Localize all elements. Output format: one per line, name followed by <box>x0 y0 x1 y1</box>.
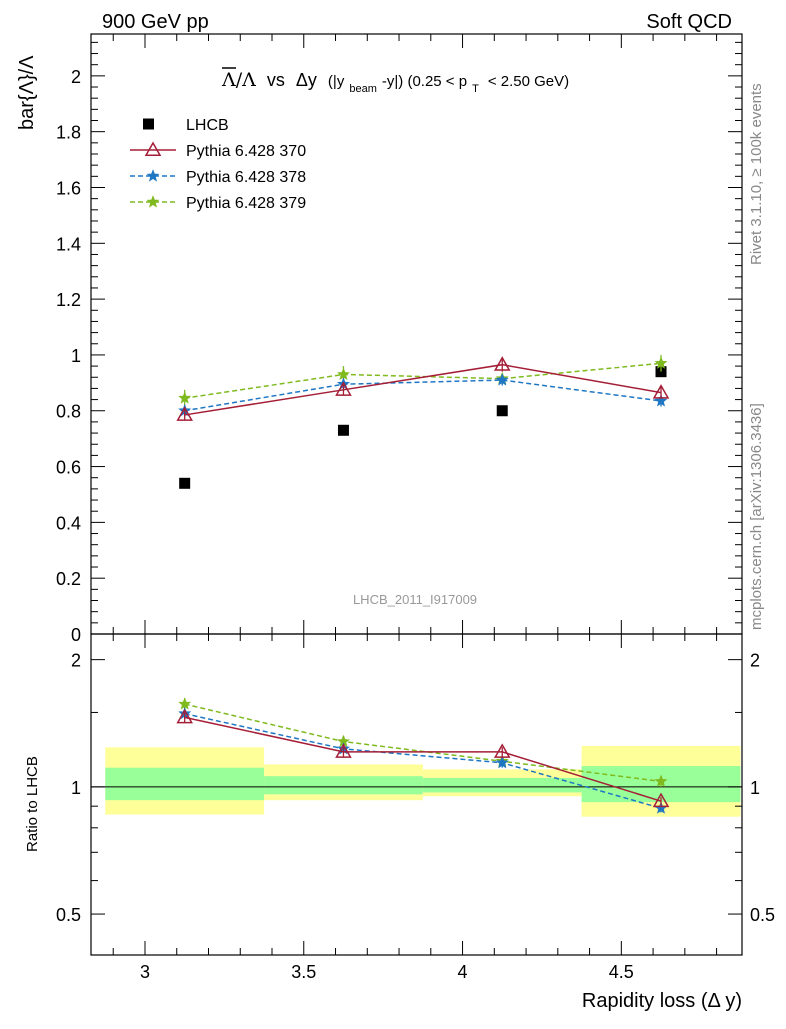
inner-band-2 <box>422 777 582 793</box>
main-series-1-line <box>184 379 662 412</box>
main-series-0-point <box>335 381 352 396</box>
legend-lhcb-label: LHCB <box>186 117 229 134</box>
ratio-panel-series <box>176 697 670 814</box>
watermark: LHCB_2011_I917009 <box>353 592 477 607</box>
main-series-2-point <box>654 356 668 369</box>
ratio-series-0-point <box>652 792 670 808</box>
mcplots-label: mcplots.cern.ch [arXiv:1306.3436] <box>748 403 765 630</box>
ratio-series-0-line <box>184 716 662 802</box>
rivet-label: Rivet 3.1.10, ≥ 100k events <box>748 83 765 265</box>
lhcb-point <box>179 477 191 489</box>
lhcb-point <box>337 424 349 436</box>
main-series-0-line <box>184 363 662 416</box>
ratio-bands <box>91 745 742 817</box>
ratio-ytick-label: 2 <box>71 651 81 671</box>
ratio-series-0-point <box>335 743 352 758</box>
axes-layer: 0 0.2 0.4 0.6 0.8 1 1.2 1.4 1.6 1.8 2 3 3.5 4 4.5 0.5 0.… <box>56 33 775 982</box>
main-series-2-point <box>178 391 192 404</box>
title-range-b: -y|) (0.25 < p <box>382 73 467 90</box>
main-ytick-label: 1.6 <box>56 178 81 198</box>
ratio-ytick-label: 1 <box>71 778 81 798</box>
title-sub-t: T <box>472 83 479 95</box>
chart-title: Λ/Λ vs Δy (|y beam -y|) (0.25 < p T < 2.… <box>221 69 569 96</box>
main-series-0-point <box>493 356 511 371</box>
main-ytick-label: 1.2 <box>56 290 81 310</box>
title-sub-beam: beam <box>349 83 377 95</box>
title-range-c: < 2.50 GeV) <box>488 73 569 90</box>
main-ytick-label: 0.6 <box>56 458 81 478</box>
xtick-label: 3 <box>140 962 150 982</box>
ratio-ytick-label-right: 0.5 <box>750 905 775 925</box>
main-series-0-point <box>176 406 193 421</box>
main-ytick-label: 0.4 <box>56 513 81 533</box>
legend-label-1: Pythia 6.428 378 <box>186 169 306 186</box>
legend: LHCB Pythia 6.428 370 Pythia 6.428 378 Pyth… <box>130 117 306 212</box>
xlabel: Rapidity loss (Δ y) <box>582 990 742 1012</box>
title-range-a: (|y <box>328 73 345 90</box>
legend-label-0: Pythia 6.428 370 <box>186 143 306 160</box>
main-ytick-label: 0 <box>71 625 81 645</box>
main-ytick-label: 1 <box>71 346 81 366</box>
legend-marker-1 <box>146 169 160 182</box>
xtick-label: 4.5 <box>609 962 634 982</box>
xtick-label: 4 <box>458 962 468 982</box>
main-series-0-point <box>652 384 670 399</box>
title-ratio: Λ/Λ <box>221 69 256 91</box>
main-ytick-label: 1.8 <box>56 123 81 143</box>
ratio-series-2-point <box>178 697 192 710</box>
ratio-series-1-point <box>495 755 509 769</box>
main-ylabel: bar{Λ}/Λ <box>16 55 38 130</box>
header-right: Soft QCD <box>646 11 732 33</box>
ratio-frame <box>90 633 743 956</box>
ratio-series-0-point <box>493 743 511 758</box>
ratio-series-0-point <box>176 708 193 724</box>
main-ytick-label: 1.4 <box>56 234 81 254</box>
ratio-ytick-label-right: 2 <box>750 651 760 671</box>
main-series-2-line <box>184 362 662 399</box>
ratio-ytick-label-right: 1 <box>750 778 760 798</box>
xtick-label: 3.5 <box>291 962 316 982</box>
main-ytick-label: 2 <box>71 67 81 87</box>
lhcb-point <box>496 405 508 417</box>
ratio-series-1-line <box>184 712 662 809</box>
title-delta-y: Δy <box>296 70 317 90</box>
ratio-series-2-point <box>654 774 668 787</box>
header-left: 900 GeV pp <box>102 11 209 33</box>
title-vs: vs <box>267 70 285 90</box>
main-series-2-point <box>337 367 350 380</box>
main-series-1-point <box>495 373 509 386</box>
legend-lhcb-marker <box>143 118 154 130</box>
main-panel-series <box>176 354 670 489</box>
legend-label-2: Pythia 6.428 379 <box>186 195 306 212</box>
ratio-ytick-label: 0.5 <box>56 905 81 925</box>
main-ytick-label: 0.2 <box>56 569 81 589</box>
main-ytick-label: 0.8 <box>56 402 81 422</box>
ratio-ylabel: Ratio to LHCB <box>24 756 41 852</box>
inner-band-1 <box>264 776 423 795</box>
main-series-1-point <box>654 394 668 407</box>
legend-marker-0 <box>144 141 162 156</box>
legend-marker-2 <box>146 195 160 208</box>
inner-band-0 <box>105 767 265 801</box>
